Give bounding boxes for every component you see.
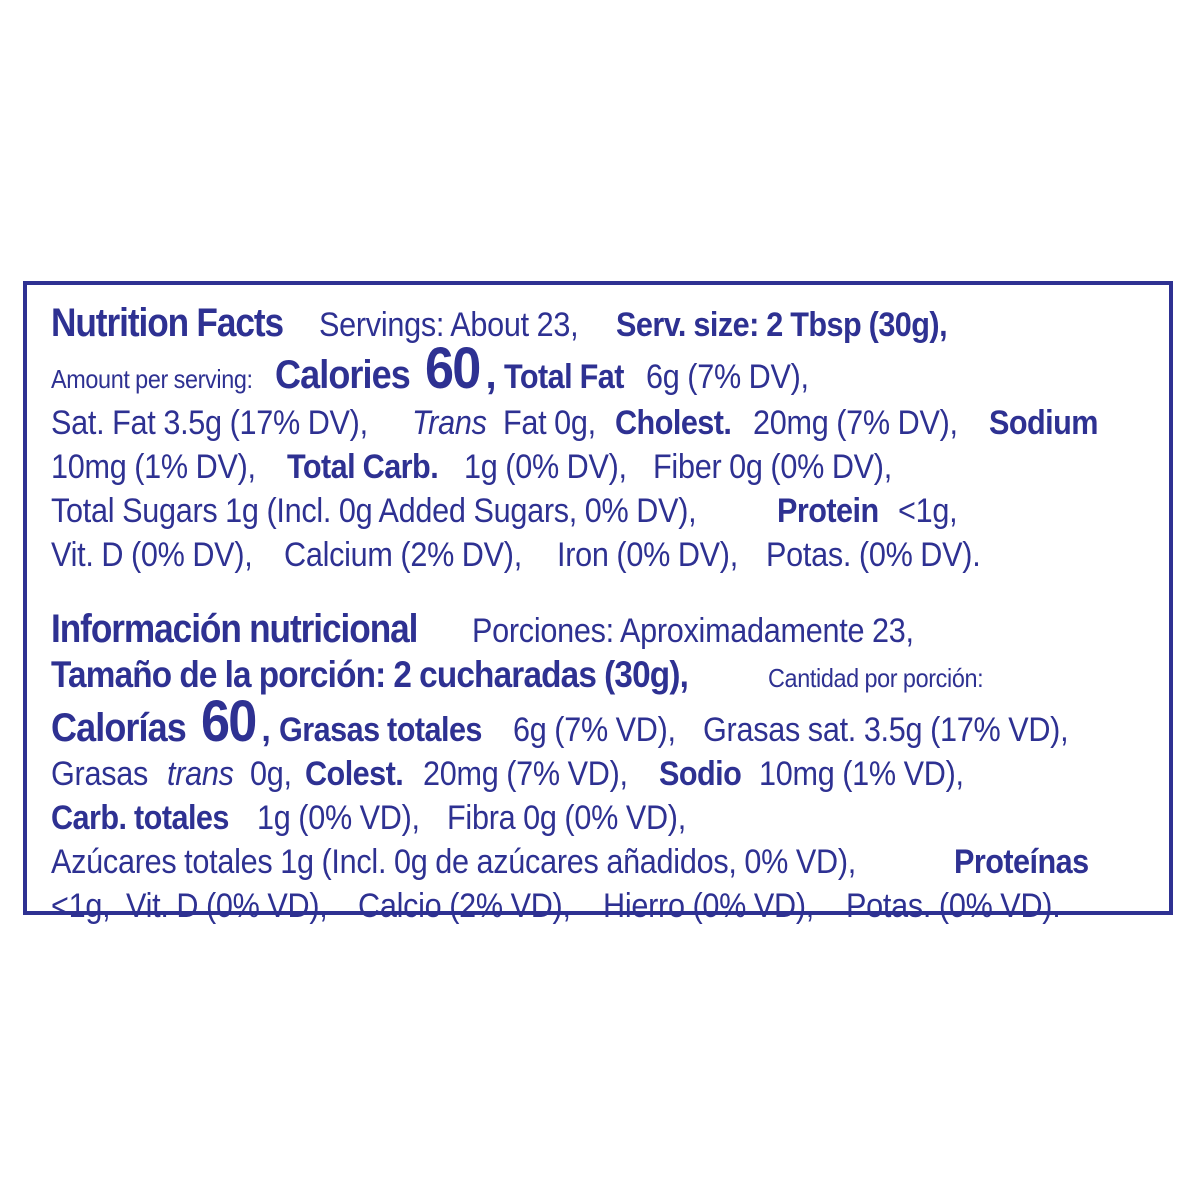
english-sodium-value: 10mg (1% DV), xyxy=(51,448,256,486)
spanish-heading: Información nutricional xyxy=(51,607,418,651)
spanish-calorias-value: 60 xyxy=(200,689,257,754)
spanish-colesterol-label: Colest. xyxy=(305,755,404,793)
english-total-carb-label: Total Carb. xyxy=(287,448,439,486)
spanish-azucares: Azúcares totales 1g (Incl. 0g de azúcare… xyxy=(51,843,856,881)
english-protein-value: <1g, xyxy=(898,492,958,530)
english-serving-size: Serv. size: 2 Tbsp (30g), xyxy=(616,306,948,344)
english-sat-fat: Sat. Fat 3.5g (17% DV), xyxy=(51,404,368,442)
english-calories-comma: , xyxy=(485,353,496,397)
spanish-porciones: Porciones: Aproximadamente 23, xyxy=(472,612,914,650)
spanish-nutrition-block: Información nutricional Porciones: Aprox… xyxy=(51,607,1147,928)
spanish-grasas-word: Grasas xyxy=(51,755,149,793)
english-servings: Servings: About 23, xyxy=(319,306,579,344)
spanish-colesterol-value: 20mg (7% VD), xyxy=(423,755,628,793)
english-total-fat-label: Total Fat xyxy=(504,358,625,396)
spanish-vitamina-d: Vit. D (0% VD), xyxy=(125,887,328,925)
spanish-carb-totales-value: 1g (0% VD), xyxy=(257,799,421,837)
spanish-grasas-totales-value: 6g (7% VD), xyxy=(513,711,676,749)
nutrition-facts-inner: Nutrition Facts Servings: About 23, Serv… xyxy=(27,285,1169,925)
english-total-sugars: Total Sugars 1g (Incl. 0g Added Sugars, … xyxy=(51,492,697,530)
english-protein-label: Protein xyxy=(776,492,879,530)
english-cholesterol-value: 20mg (7% DV), xyxy=(753,404,958,442)
spanish-calcio: Calcio (2% VD), xyxy=(358,887,571,925)
english-calories-label: Calories xyxy=(275,353,411,397)
spanish-grasas-totales-label: Grasas totales xyxy=(278,711,482,749)
english-amount-per-serving: Amount per serving: xyxy=(51,364,253,394)
english-vitamin-d: Vit. D (0% DV), xyxy=(51,536,253,574)
spanish-carb-totales-label: Carb. totales xyxy=(51,799,229,837)
english-trans-word: Trans xyxy=(411,404,487,442)
english-potassium: Potas. (0% DV). xyxy=(766,536,981,574)
spanish-hierro: Hierro (0% VD), xyxy=(603,887,815,925)
spanish-fibra: Fibra 0g (0% VD), xyxy=(446,799,686,837)
spanish-calorias-comma: , xyxy=(261,711,271,749)
english-calories-value: 60 xyxy=(424,336,481,401)
english-total-fat-value: 6g (7% DV), xyxy=(646,358,809,396)
spanish-trans-word: trans xyxy=(167,755,235,793)
english-fiber: Fiber 0g (0% DV), xyxy=(653,448,893,486)
english-calcium: Calcium (2% DV), xyxy=(283,536,522,574)
spanish-sodio-value: 10mg (1% VD), xyxy=(759,755,965,793)
spanish-proteinas-value: <1g, xyxy=(51,887,111,925)
english-sodium-label: Sodium xyxy=(989,404,1099,442)
english-nutrition-block: Nutrition Facts Servings: About 23, Serv… xyxy=(51,301,1147,577)
nutrition-facts-panel: Nutrition Facts Servings: About 23, Serv… xyxy=(23,281,1173,925)
spanish-grasas-sat: Grasas sat. 3.5g (17% VD), xyxy=(702,711,1069,749)
english-cholesterol-label: Cholest. xyxy=(615,404,732,442)
spanish-calorias-label: Calorías xyxy=(51,706,187,750)
english-heading: Nutrition Facts xyxy=(51,301,284,345)
english-total-carb-value: 1g (0% DV), xyxy=(463,448,627,486)
spanish-potasio: Potas. (0% VD). xyxy=(846,887,1061,925)
spanish-cantidad-por-porcion: Cantidad por porción: xyxy=(767,663,984,693)
spanish-trans-value: 0g, xyxy=(250,755,292,793)
spanish-proteinas-label: Proteínas xyxy=(954,843,1089,881)
spanish-sodio-label: Sodio xyxy=(659,755,742,793)
english-trans-fat: Fat 0g, xyxy=(503,404,597,442)
english-iron: Iron (0% DV), xyxy=(556,536,738,574)
spanish-serving-size: Tamaño de la porción: 2 cucharadas (30g)… xyxy=(51,654,689,695)
